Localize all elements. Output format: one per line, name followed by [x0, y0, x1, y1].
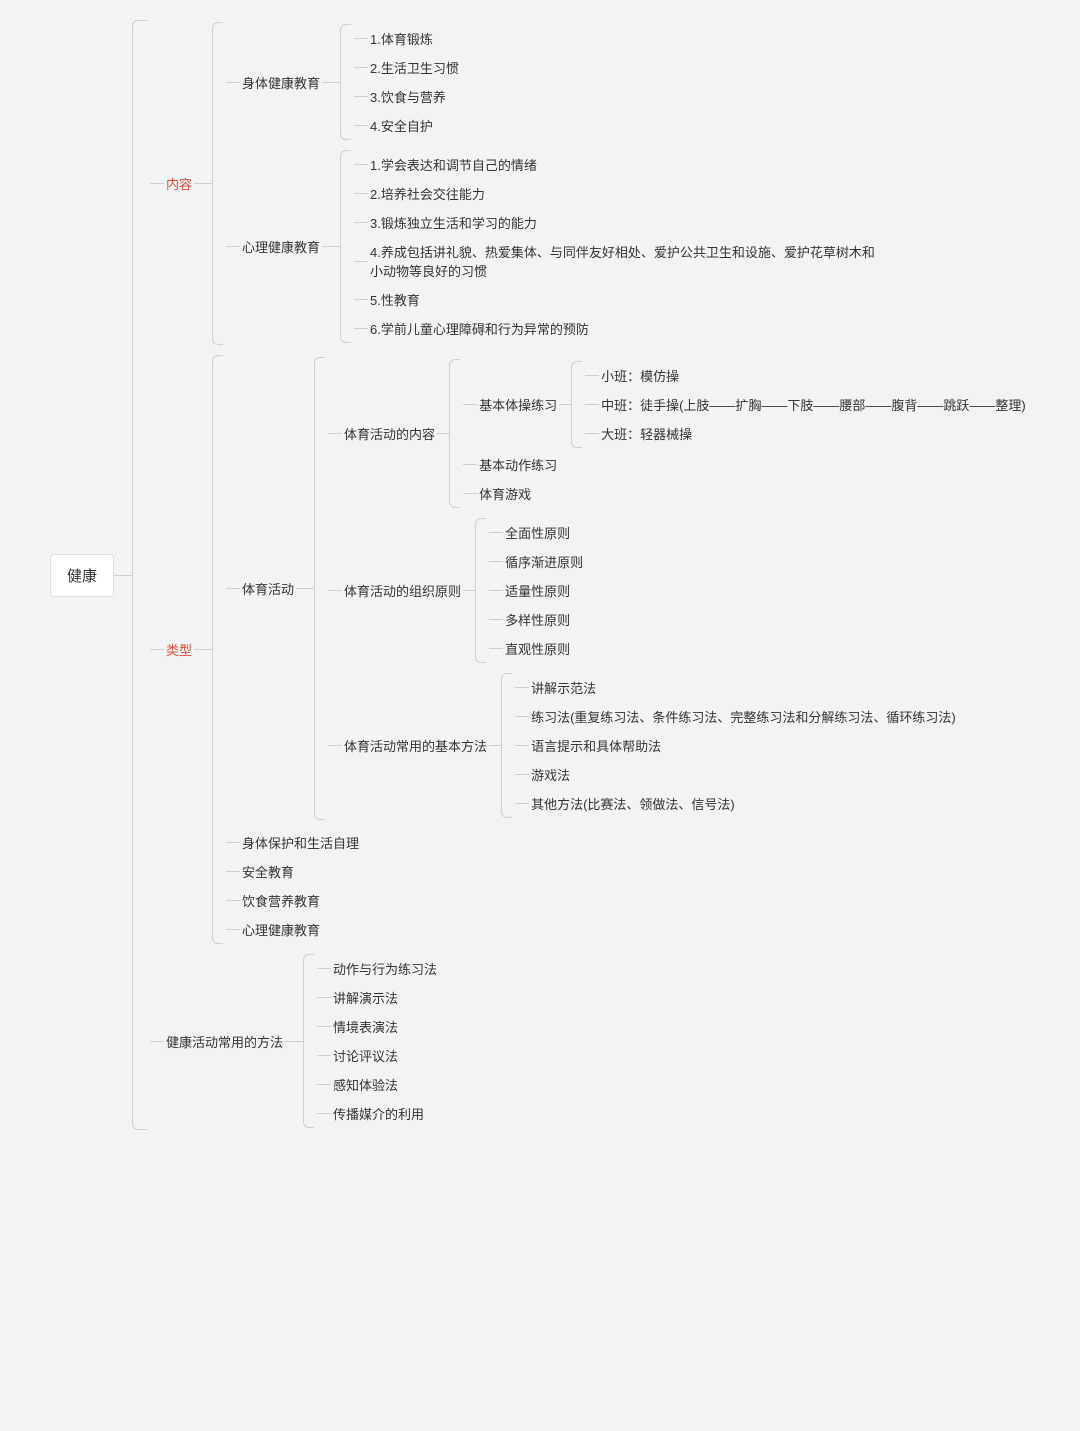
- leaf: 多样性原则: [503, 607, 572, 632]
- branch-label: 内容: [164, 171, 194, 196]
- leaf: 动作与行为练习法: [331, 956, 439, 981]
- leaf: 其他方法(比赛法、领做法、信号法): [529, 791, 737, 816]
- leaf: 全面性原则: [503, 520, 572, 545]
- leaf: 基本动作练习: [477, 452, 559, 477]
- branch-label: 类型: [164, 637, 194, 662]
- node-basic-gymnastics[interactable]: 基本体操练习 小班：模仿操 中班：徒手操(上肢——扩胸——下肢——腰部——腹背—…: [477, 361, 1028, 448]
- leaf: 小班：模仿操: [599, 363, 681, 388]
- leaf: 2.培养社会交往能力: [368, 181, 487, 206]
- leaf: 心理健康教育: [240, 917, 322, 942]
- leaf: 体育游戏: [477, 481, 533, 506]
- leaf: 6.学前儿童心理障碍和行为异常的预防: [368, 316, 591, 341]
- leaf: 情境表演法: [331, 1014, 400, 1039]
- node-pe-content[interactable]: 体育活动的内容 基本体操练习: [342, 359, 1028, 508]
- leaf: 3.锻炼独立生活和学习的能力: [368, 210, 539, 235]
- branch-content[interactable]: 内容 身体健康教育 1.体育锻炼 2.生活卫生习惯 3.饮食与营养: [164, 22, 888, 345]
- leaf: 安全教育: [240, 859, 296, 884]
- leaf: 大班：轻器械操: [599, 421, 694, 446]
- root-children: 内容 身体健康教育 1.体育锻炼 2.生活卫生习惯 3.饮食与营养: [150, 20, 1028, 1130]
- node-physical-health-edu[interactable]: 身体健康教育 1.体育锻炼 2.生活卫生习惯 3.饮食与营养 4.安全自护: [240, 24, 461, 140]
- leaf: 讲解演示法: [331, 985, 400, 1010]
- leaf: 5.性教育: [368, 287, 422, 312]
- node-pe-methods[interactable]: 体育活动常用的基本方法 讲解示范法 练习法(重复练习法、条件练习法、完整练习法和…: [342, 673, 958, 818]
- leaf: 身体保护和生活自理: [240, 830, 361, 855]
- mindmap-root: 健康 内容 身体健康教育 1.体育锻炼: [10, 20, 1070, 1130]
- leaf: 2.生活卫生习惯: [368, 55, 461, 80]
- leaf: 中班：徒手操(上肢——扩胸——下肢——腰部——腹背——跳跃——整理): [599, 392, 1028, 417]
- leaf: 讨论评议法: [331, 1043, 400, 1068]
- leaf: 1.体育锻炼: [368, 26, 435, 51]
- leaf: 练习法(重复练习法、条件练习法、完整练习法和分解练习法、循环练习法): [529, 704, 958, 729]
- node-pe-activities[interactable]: 体育活动 体育活动的内容: [240, 357, 1028, 820]
- root-node[interactable]: 健康: [50, 554, 114, 597]
- branch-types[interactable]: 类型 体育活动: [164, 355, 1028, 944]
- leaf: 游戏法: [529, 762, 572, 787]
- leaf: 讲解示范法: [529, 675, 598, 700]
- leaf: 语言提示和具体帮助法: [529, 733, 663, 758]
- leaf: 循序渐进原则: [503, 549, 585, 574]
- branch-health-methods[interactable]: 健康活动常用的方法 动作与行为练习法 讲解演示法 情境表演法 讨论评议法 感知体…: [164, 954, 439, 1128]
- leaf: 传播媒介的利用: [331, 1101, 426, 1126]
- leaf: 4.养成包括讲礼貌、热爱集体、与同伴友好相处、爱护公共卫生和设施、爱护花草树木和…: [368, 239, 888, 283]
- node-pe-principles[interactable]: 体育活动的组织原则 全面性原则 循序渐进原则 适量性原则 多样性原则 直观性原则: [342, 518, 585, 663]
- leaf: 适量性原则: [503, 578, 572, 603]
- node-mental-health-edu[interactable]: 心理健康教育 1.学会表达和调节自己的情绪 2.培养社会交往能力 3.锻炼独立生…: [240, 150, 888, 343]
- leaf: 直观性原则: [503, 636, 572, 661]
- leaf: 3.饮食与营养: [368, 84, 448, 109]
- leaf: 感知体验法: [331, 1072, 400, 1097]
- leaf: 1.学会表达和调节自己的情绪: [368, 152, 539, 177]
- leaf: 4.安全自护: [368, 113, 435, 138]
- leaf: 饮食营养教育: [240, 888, 322, 913]
